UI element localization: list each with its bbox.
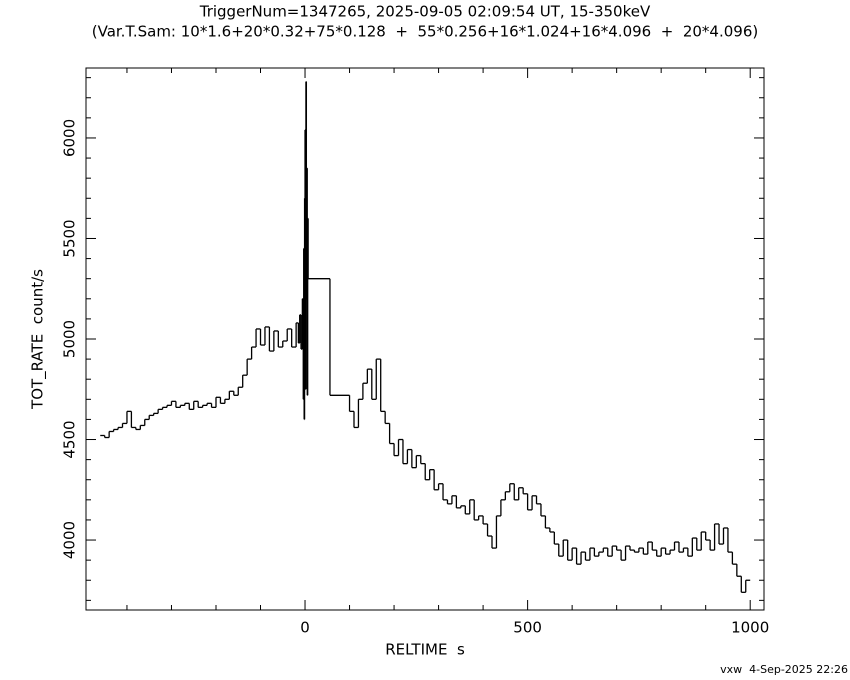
step-connectors xyxy=(104,81,747,593)
chart-title: TriggerNum=1347265, 2025-09-05 02:09:54 … xyxy=(199,3,651,21)
plot-frame xyxy=(85,67,765,611)
x-tick-label: 500 xyxy=(513,619,542,637)
footer: vxw 4-Sep-2025 22:26 xyxy=(720,663,848,676)
x-axis-label: RELTIME s xyxy=(385,641,465,659)
y-tick-label: 5000 xyxy=(61,320,79,358)
y-axis-label: TOT_RATE count/s xyxy=(29,269,48,410)
y-tick-label: 4500 xyxy=(61,420,79,458)
y-tick-label: 6000 xyxy=(61,119,79,157)
y-tick-label: 5500 xyxy=(61,219,79,257)
x-tick-label: 1000 xyxy=(731,619,769,637)
y-tick-label: 4000 xyxy=(61,521,79,559)
x-tick-label: 0 xyxy=(300,619,310,637)
chart-subtitle: (Var.T.Sam: 10*1.6+20*0.32+75*0.128 + 55… xyxy=(92,23,758,41)
